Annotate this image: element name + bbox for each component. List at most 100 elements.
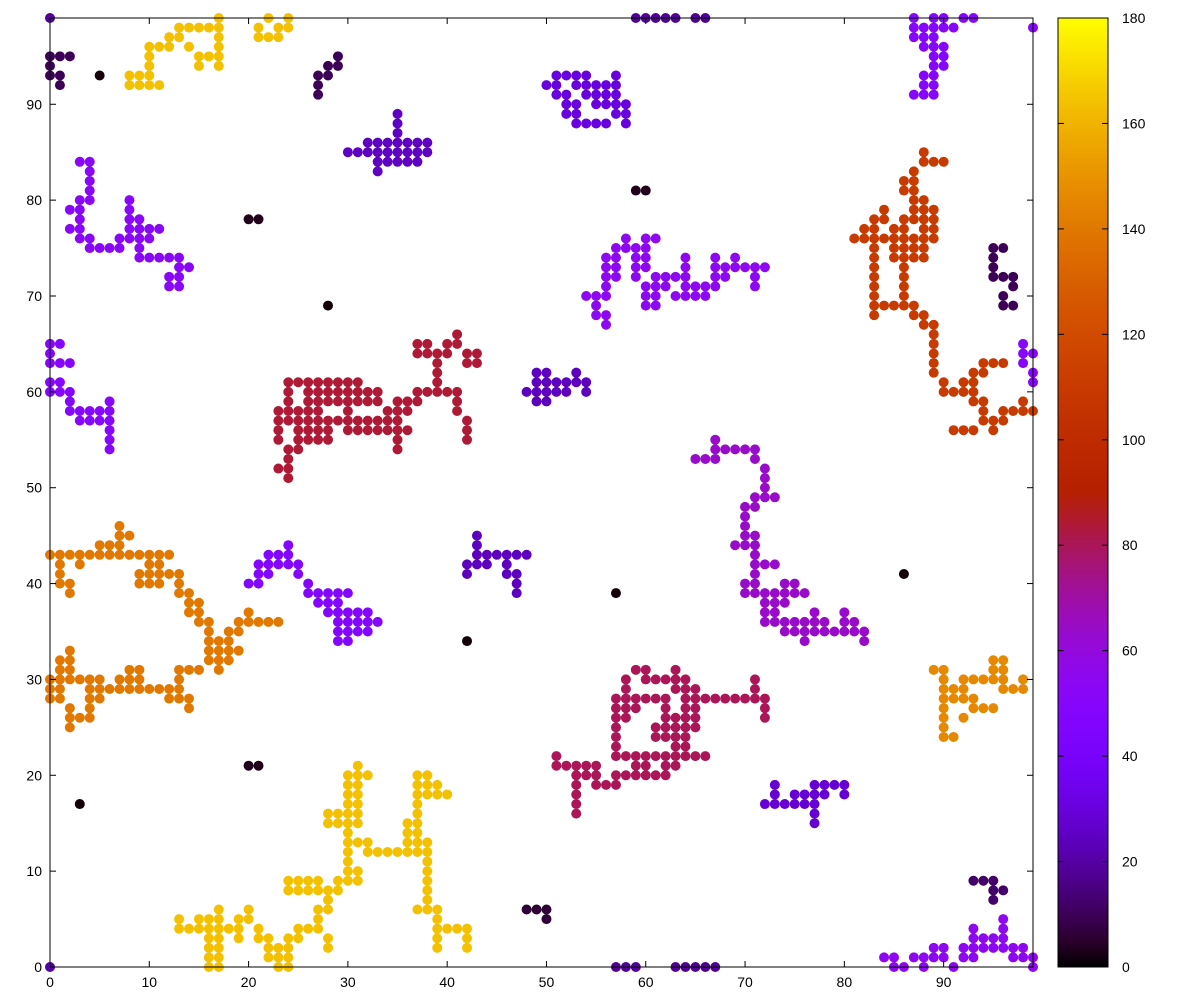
data-point-cluster-0: [213, 904, 224, 915]
data-point-cluster-0: [213, 923, 224, 934]
data-point-cluster-0: [203, 933, 214, 944]
data-point-cluster-19: [323, 60, 334, 71]
data-point-cluster-4: [869, 271, 880, 282]
data-point-cluster-2: [64, 549, 75, 560]
data-point-cluster-7: [799, 636, 810, 647]
data-point-cluster-11: [332, 636, 343, 647]
data-point-cluster-8: [610, 243, 621, 254]
data-point-cluster-0: [193, 923, 204, 934]
x-tick-label: 50: [539, 974, 555, 990]
data-point-cluster-7: [779, 626, 790, 637]
data-point-cluster-11: [293, 559, 304, 570]
data-point-cluster-7: [740, 588, 751, 599]
data-point-cluster-6: [620, 693, 631, 704]
data-point-cluster-4: [988, 415, 999, 426]
data-point-cluster-14: [541, 80, 552, 91]
data-point-cluster-0: [442, 923, 453, 934]
data-point-cluster-0: [332, 818, 343, 829]
data-point-cluster-18: [809, 808, 820, 819]
data-point-cluster-6: [610, 703, 621, 714]
data-point-cluster-5: [313, 415, 324, 426]
data-point-cluster-11: [352, 607, 363, 618]
y-tick-label: 80: [26, 192, 42, 208]
data-point-cluster-6: [680, 722, 691, 733]
data-point-cluster-2: [74, 712, 85, 723]
data-point-cluster-3: [998, 684, 1009, 695]
data-point-cluster-19: [313, 70, 324, 81]
data-point-cluster-9: [124, 195, 135, 206]
data-point-cluster-7: [769, 616, 780, 627]
data-point-cluster-8: [581, 290, 592, 301]
data-point-cluster-18: [799, 789, 810, 800]
data-point-cluster-7: [700, 453, 711, 464]
data-point-cluster-1: [193, 51, 204, 62]
data-point-cluster-9: [124, 204, 135, 215]
data-point-cluster-1: [253, 32, 264, 43]
data-point-cluster-5: [273, 406, 284, 417]
data-point-cluster-15: [342, 147, 353, 158]
data-point-cluster-8: [640, 262, 651, 273]
data-point-cluster-4: [879, 233, 890, 244]
data-point-cluster-10: [104, 434, 115, 445]
data-point-cluster-0: [342, 856, 353, 867]
data-point-cluster-6: [610, 741, 621, 752]
data-point-cluster-2: [54, 559, 65, 570]
data-point-cluster-5: [442, 386, 453, 397]
data-point-cluster-8: [730, 252, 741, 263]
data-point-cluster-4: [968, 396, 979, 407]
data-point-cluster-1: [144, 60, 155, 71]
data-point-cluster-15: [372, 166, 383, 177]
data-point-cluster-17: [491, 549, 502, 560]
data-point-cluster-7: [859, 626, 870, 637]
data-point-cluster-19: [323, 70, 334, 81]
x-tick-label: 80: [837, 974, 853, 990]
data-point-cluster-5: [283, 396, 294, 407]
data-point-cluster-7: [789, 616, 800, 627]
y-tick-label: 10: [26, 863, 42, 879]
data-point-cluster-13: [879, 952, 890, 963]
data-point-cluster-1: [134, 80, 145, 91]
data-point-cluster-13: [938, 952, 949, 963]
data-point-cluster-32: [898, 568, 909, 579]
data-point-cluster-8: [650, 290, 661, 301]
data-point-cluster-0: [412, 808, 423, 819]
data-point-cluster-0: [422, 856, 433, 867]
data-point-cluster-4: [859, 233, 870, 244]
data-point-cluster-6: [640, 664, 651, 675]
data-point-cluster-7: [839, 607, 850, 618]
data-point-cluster-17: [521, 549, 532, 560]
data-point-cluster-5: [342, 415, 353, 426]
colorbar-tick-label: 0: [1122, 959, 1130, 975]
data-point-cluster-2: [144, 684, 155, 695]
data-point-cluster-0: [342, 808, 353, 819]
data-point-cluster-5: [332, 415, 343, 426]
data-point-cluster-9: [144, 252, 155, 263]
data-point-cluster-0: [313, 875, 324, 886]
data-point-cluster-10: [54, 338, 65, 349]
data-point-cluster-6: [601, 779, 612, 790]
data-point-cluster-0: [303, 923, 314, 934]
data-point-cluster-5: [352, 415, 363, 426]
data-point-cluster-1: [144, 80, 155, 91]
data-point-cluster-6: [690, 684, 701, 695]
data-point-cluster-20: [998, 271, 1009, 282]
data-point-cluster-6: [749, 693, 760, 704]
data-point-cluster-0: [432, 923, 443, 934]
data-point-cluster-6: [670, 741, 681, 752]
data-point-cluster-8: [601, 290, 612, 301]
data-point-cluster-0: [342, 875, 353, 886]
data-point-cluster-3: [988, 655, 999, 666]
data-point-cluster-4: [908, 195, 919, 206]
data-point-cluster-19: [54, 70, 65, 81]
data-point-cluster-2: [114, 674, 125, 685]
data-point-cluster-7: [740, 501, 751, 512]
data-point-cluster-26: [243, 760, 254, 771]
data-point-cluster-4: [869, 262, 880, 273]
data-point-cluster-7: [779, 597, 790, 608]
data-point-cluster-31: [74, 799, 85, 810]
data-point-cluster-5: [293, 377, 304, 388]
data-point-cluster-6: [581, 770, 592, 781]
data-point-cluster-4: [918, 156, 929, 167]
data-point-cluster-4: [869, 310, 880, 321]
data-point-cluster-7: [740, 521, 751, 532]
